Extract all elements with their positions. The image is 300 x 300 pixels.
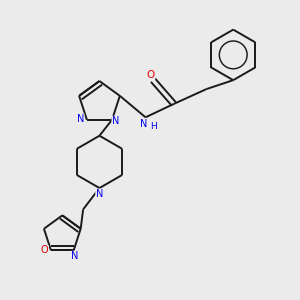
Text: N: N [140,119,148,129]
Text: H: H [151,122,157,131]
Text: N: N [112,116,119,126]
Text: O: O [40,245,48,255]
Text: N: N [96,189,103,199]
Text: O: O [146,70,155,80]
Text: N: N [71,251,79,261]
Text: N: N [77,114,84,124]
